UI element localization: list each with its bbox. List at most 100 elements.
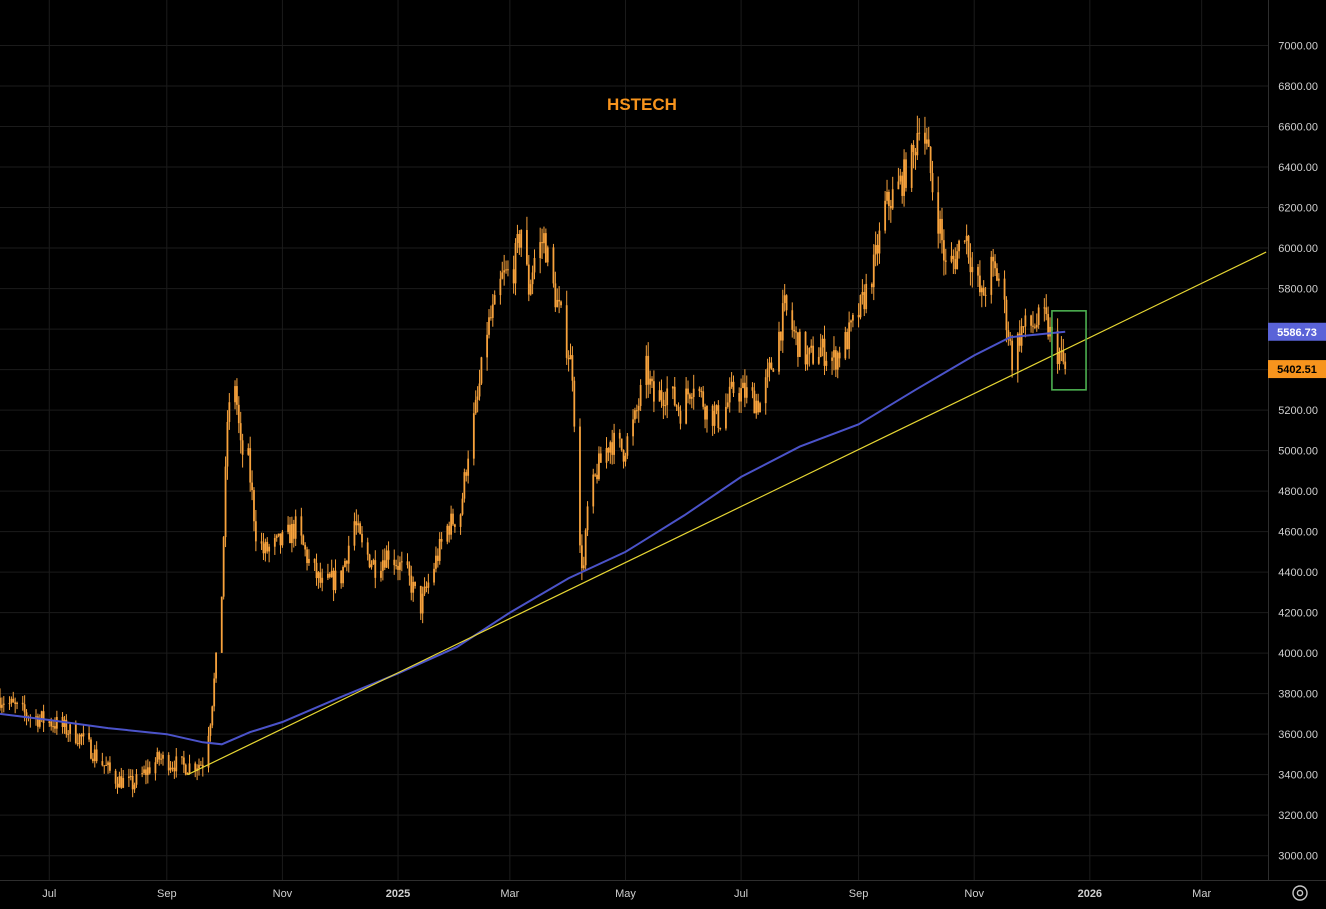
gear-icon[interactable]: [1292, 885, 1308, 901]
candle-body: [599, 453, 602, 463]
candle-body: [916, 133, 919, 156]
candle-body: [579, 426, 581, 546]
candle-body: [450, 513, 452, 535]
candle-body: [397, 565, 399, 570]
candle-body: [133, 784, 136, 790]
candle-body: [234, 386, 236, 403]
candle-body: [40, 711, 43, 719]
candle-body: [725, 406, 727, 429]
time-axis[interactable]: Jul Sep Nov 2025 Mar May Jul Sep Nov 2026 Mar: [0, 880, 1326, 904]
candle-body: [315, 562, 318, 579]
candle-body: [673, 386, 676, 406]
candle-body: [833, 350, 835, 358]
candle-body: [162, 754, 164, 759]
candle-body: [793, 329, 796, 332]
candle-body: [637, 405, 640, 411]
candle-body: [1058, 352, 1061, 365]
y-tick-label: 3800.00: [1278, 689, 1318, 701]
candle-body: [1049, 326, 1051, 337]
candle-body: [198, 764, 200, 769]
candle-body: [872, 254, 875, 288]
candle-body: [118, 776, 121, 788]
candle-body: [958, 240, 960, 252]
candle-body: [823, 338, 826, 366]
candle-body: [1045, 307, 1048, 314]
candle-body: [412, 581, 415, 593]
candle-body: [69, 724, 72, 734]
candle-body: [239, 423, 242, 441]
candle-body: [141, 773, 144, 775]
candle-body: [1062, 350, 1065, 362]
candle-body: [689, 394, 691, 399]
time-axis-bg: [0, 880, 1326, 904]
candle-body: [531, 272, 534, 285]
candle-body: [728, 386, 731, 403]
candle-body: [632, 419, 634, 437]
candle-body: [220, 596, 223, 653]
candle-body: [791, 310, 794, 330]
candle-body: [675, 405, 678, 407]
candle-body: [660, 390, 663, 400]
candle-body: [76, 743, 79, 745]
candle-body: [326, 573, 329, 578]
candle-body: [474, 399, 477, 414]
candle-body: [1056, 330, 1059, 365]
candle-body: [586, 506, 589, 531]
candle-body: [956, 251, 959, 270]
y-tick-label: 4200.00: [1278, 608, 1318, 620]
candle-body: [16, 702, 18, 705]
candle-body: [859, 295, 862, 318]
candle-body: [979, 275, 981, 293]
candle-body: [294, 516, 297, 539]
moving-average-line: [0, 330, 1066, 746]
candle-body: [905, 159, 907, 188]
candle-body: [914, 151, 917, 156]
candle-body: [971, 266, 974, 273]
candle-body: [901, 175, 904, 196]
candle-body: [679, 410, 682, 424]
candle-body: [952, 255, 955, 260]
candle-body: [116, 783, 119, 788]
candle-body: [383, 560, 386, 568]
candle-body: [287, 524, 289, 533]
candle-body: [1033, 326, 1036, 328]
candle-body: [713, 410, 716, 426]
candle-body: [501, 272, 504, 279]
candle-body: [810, 345, 813, 348]
annotations: [1051, 310, 1087, 391]
candle-body: [12, 698, 15, 703]
candle-body: [277, 533, 280, 536]
candle-body: [114, 770, 117, 784]
candle-body: [421, 593, 424, 614]
candle-body: [687, 388, 689, 395]
candle-body: [300, 516, 303, 536]
candle-body: [452, 513, 454, 525]
candle-body: [891, 189, 894, 209]
candle-body: [912, 145, 915, 152]
candle-body: [836, 352, 839, 370]
candle-body: [596, 474, 598, 480]
candle-body: [290, 523, 293, 544]
candle-body: [182, 757, 185, 765]
x-tick-label: 2026: [1078, 888, 1102, 900]
candle-body: [899, 175, 902, 182]
candle-body: [804, 331, 807, 365]
y-tick-label: 4800.00: [1278, 486, 1318, 498]
candle-body: [768, 362, 771, 369]
candle-body: [743, 382, 746, 398]
candle-body: [82, 733, 85, 737]
candle-body: [512, 269, 515, 284]
candle-body: [992, 256, 995, 262]
candle-body: [215, 652, 217, 679]
candle-body: [145, 769, 147, 776]
price-axis[interactable]: 3000.00 3200.00 3400.00 3600.00 3800.00 4000.…: [1268, 0, 1326, 904]
candle-body: [653, 381, 655, 402]
y-tick-label: 5200.00: [1278, 405, 1318, 417]
candle-body: [505, 269, 507, 271]
candle-body: [292, 523, 295, 539]
candle-body: [941, 218, 943, 241]
candle-body: [308, 558, 310, 564]
candle-body: [520, 230, 523, 248]
